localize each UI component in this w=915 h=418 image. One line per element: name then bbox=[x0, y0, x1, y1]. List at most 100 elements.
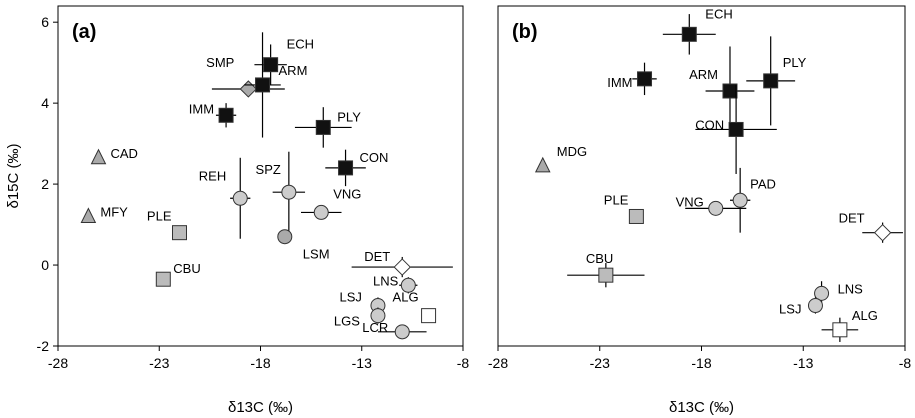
point-label: ARM bbox=[689, 67, 718, 82]
point-label: LGS bbox=[334, 314, 360, 329]
point-label: IMM bbox=[607, 75, 632, 90]
data-point-mdg: MDG bbox=[534, 144, 587, 173]
square-marker bbox=[832, 322, 848, 338]
x-tick-label: -28 bbox=[488, 355, 508, 371]
triangle-marker bbox=[534, 156, 551, 173]
diamond-marker bbox=[873, 223, 892, 242]
data-point-lsm: LSM bbox=[277, 229, 330, 262]
data-point-arm: ARM bbox=[244, 32, 308, 138]
square-marker bbox=[598, 267, 614, 283]
x-tick-label: -13 bbox=[352, 355, 372, 371]
data-point-ple: PLE bbox=[147, 209, 187, 241]
data-point-lgs: LGS bbox=[334, 307, 386, 329]
data-point-det: DET bbox=[839, 211, 903, 243]
data-point-ply: PLY bbox=[294, 107, 361, 148]
point-label: DET bbox=[364, 249, 390, 264]
point-label: LNS bbox=[838, 281, 864, 296]
data-point-reh: REH bbox=[199, 157, 251, 239]
y-tick-label: -2 bbox=[37, 338, 50, 354]
data-point-arm: ARM bbox=[689, 46, 755, 136]
data-point-alg: ALG bbox=[821, 308, 878, 342]
point-label: CON bbox=[695, 117, 724, 132]
point-label: LCR bbox=[362, 320, 388, 335]
triangle-marker bbox=[90, 148, 107, 165]
square-marker bbox=[338, 160, 354, 176]
point-label: SMP bbox=[206, 55, 234, 70]
circle-marker bbox=[400, 277, 416, 293]
data-point-mfy: MFY bbox=[80, 204, 128, 223]
point-label: PLE bbox=[604, 192, 629, 207]
data-point-con: CON bbox=[695, 84, 777, 174]
x-tick-label: -8 bbox=[457, 355, 470, 371]
data-point-alg: ALG bbox=[393, 290, 437, 324]
y-tick-label: 6 bbox=[41, 14, 49, 30]
circle-marker bbox=[232, 190, 248, 206]
triangle-marker bbox=[80, 207, 97, 223]
data-point-imm: IMM bbox=[607, 62, 657, 96]
data-point-ple: PLE bbox=[604, 192, 644, 224]
data-point-vng: VNG bbox=[301, 186, 361, 220]
circle-marker bbox=[814, 285, 830, 301]
diamond-marker bbox=[239, 80, 258, 98]
data-point-imm: IMM bbox=[189, 101, 237, 128]
panel-label: (a) bbox=[72, 21, 96, 43]
x-tick-label: -18 bbox=[250, 355, 270, 371]
data-point-cad: CAD bbox=[90, 146, 138, 165]
point-label: CBU bbox=[586, 251, 613, 266]
point-label: ALG bbox=[852, 308, 878, 323]
circle-marker bbox=[277, 229, 293, 245]
point-label: ARM bbox=[279, 63, 308, 78]
circle-marker bbox=[708, 200, 724, 216]
square-marker bbox=[155, 271, 171, 287]
point-label: MFY bbox=[100, 204, 128, 219]
point-label: REH bbox=[199, 168, 226, 183]
point-label: LNS bbox=[373, 273, 399, 288]
y-tick-label: 2 bbox=[41, 176, 49, 192]
x-axis-label: δ13C (‰) bbox=[669, 399, 734, 416]
data-point-pad: PAD bbox=[729, 167, 776, 233]
point-label: PLE bbox=[147, 209, 172, 224]
circle-marker bbox=[732, 192, 748, 208]
circle-marker bbox=[281, 184, 297, 200]
square-marker bbox=[681, 26, 697, 42]
x-tick-label: -18 bbox=[691, 355, 711, 371]
point-label: PLY bbox=[337, 109, 361, 124]
panel-b: -28 -23 -18 -13 -8 δ13C (‰) (b) ECH IMM ARM PLY CON… bbox=[488, 5, 912, 416]
point-label: VNG bbox=[333, 186, 361, 201]
point-label: CAD bbox=[111, 146, 138, 161]
data-point-spz: SPZ bbox=[256, 151, 306, 233]
point-label: ECH bbox=[287, 37, 314, 52]
x-tick-label: -28 bbox=[48, 355, 68, 371]
diamond-marker bbox=[393, 258, 411, 276]
x-tick-label: -23 bbox=[590, 355, 610, 371]
data-point-vng: VNG bbox=[676, 194, 747, 216]
data-point-ech: ECH bbox=[254, 37, 314, 85]
circle-marker bbox=[807, 298, 823, 314]
square-marker bbox=[628, 208, 644, 224]
square-marker bbox=[218, 107, 234, 123]
square-marker bbox=[315, 119, 331, 135]
data-point-cbu: CBU bbox=[567, 251, 645, 288]
point-label: ALG bbox=[393, 290, 419, 305]
point-label: ECH bbox=[705, 6, 732, 21]
panel-label: (b) bbox=[512, 21, 538, 43]
square-marker bbox=[722, 83, 738, 99]
x-tick-label: -23 bbox=[149, 355, 169, 371]
data-point-det: DET bbox=[351, 249, 453, 278]
point-label: MDG bbox=[557, 144, 587, 159]
point-label: DET bbox=[839, 211, 865, 226]
y-tick-label: 0 bbox=[41, 257, 49, 273]
y-tick-label: 4 bbox=[41, 95, 49, 111]
point-label: SPZ bbox=[256, 162, 281, 177]
panel-a: -28 -23 -18 -13 -8 -2 0 2 4 6 δ13C (‰) δ15C (‰) (a) E… bbox=[5, 5, 470, 416]
data-point-cbu: CBU bbox=[155, 261, 201, 287]
data-point-con: CON bbox=[325, 149, 388, 187]
square-marker bbox=[255, 77, 271, 93]
point-label: PLY bbox=[783, 55, 807, 70]
square-marker bbox=[172, 225, 187, 241]
data-point-ply: PLY bbox=[746, 36, 807, 126]
square-marker bbox=[421, 308, 437, 324]
x-tick-label: -8 bbox=[899, 355, 912, 371]
circle-marker bbox=[370, 308, 386, 324]
